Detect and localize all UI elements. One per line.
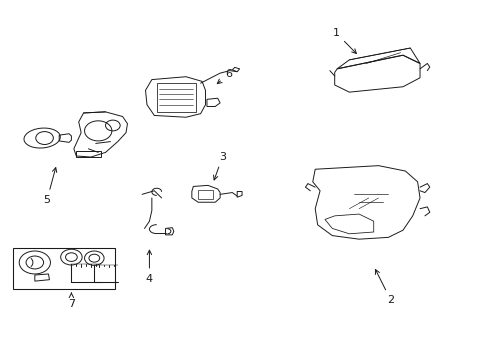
Text: 6: 6 bbox=[217, 69, 232, 84]
Bar bbox=[198, 190, 212, 199]
Text: 2: 2 bbox=[375, 270, 393, 305]
Text: 7: 7 bbox=[68, 293, 75, 309]
Text: 3: 3 bbox=[213, 152, 225, 180]
Bar bbox=[76, 150, 101, 157]
Bar bbox=[13, 248, 115, 289]
Bar bbox=[157, 83, 195, 112]
Text: 1: 1 bbox=[332, 28, 356, 54]
Text: 5: 5 bbox=[43, 168, 57, 205]
Text: 4: 4 bbox=[145, 250, 153, 284]
